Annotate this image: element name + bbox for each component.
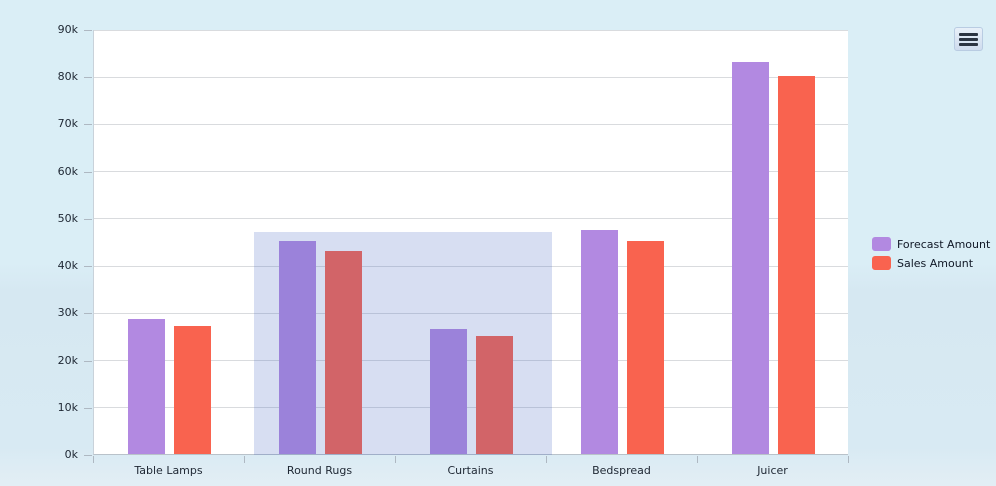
y-axis-tick [84,313,92,315]
y-axis-tick [84,30,92,31]
y-axis-tick [84,77,92,79]
bar-forecast-amount-table-lamps[interactable] [128,319,165,454]
y-axis-tick-label: 50k [57,211,78,225]
bar-sales-amount-curtains[interactable] [476,336,513,454]
y-axis-tick [84,266,92,268]
x-axis-category-label: Round Rugs [286,464,353,477]
gridline [94,218,848,220]
plot-area [93,29,848,455]
x-axis-category-label: Curtains [447,464,494,477]
y-axis-tick-label: 20k [57,353,78,367]
y-axis-tick [84,360,92,362]
x-axis-tick [546,456,547,463]
y-axis-tick-label: 40k [57,259,78,273]
bar-sales-amount-juicer[interactable] [778,76,815,454]
y-axis-tick [84,124,92,126]
selection-highlight-region [254,232,552,455]
bar-sales-amount-bedspread[interactable] [627,241,664,454]
y-axis-tick-label: 10k [57,400,78,414]
x-axis-tick [244,456,245,463]
gridline [94,171,848,173]
bar-forecast-amount-round-rugs[interactable] [279,241,316,454]
y-axis-tick [84,218,92,220]
x-axis-category-label: Table Lamps [134,464,203,477]
legend-item-sales-amount[interactable]: Sales Amount [872,256,990,270]
y-axis-tick-label: 60k [57,164,78,178]
x-axis-tick [848,456,849,463]
y-axis-tick-label: 0k [64,448,78,461]
bar-sales-amount-table-lamps[interactable] [174,326,211,454]
gridline [94,76,848,78]
gridline [94,123,848,125]
forecast-amount-swatch [872,237,891,251]
gridline [94,265,848,267]
gridline [94,29,848,31]
y-axis-tick-label: 70k [57,117,78,131]
y-axis-tick [84,171,92,173]
x-axis-tick [93,456,94,463]
x-axis-tick [395,456,396,463]
legend-label: Sales Amount [897,256,974,270]
gridline [94,407,848,409]
y-axis-tick [84,455,92,456]
gridline [94,312,848,314]
bar-sales-amount-round-rugs[interactable] [325,251,362,454]
legend: Forecast Amount Sales Amount [872,237,990,270]
sales-amount-swatch [872,256,891,270]
y-axis-tick-label: 80k [57,70,78,84]
x-axis-category-label: Juicer [757,464,788,477]
hamburger-menu-icon [959,32,978,46]
bar-forecast-amount-bedspread[interactable] [581,230,618,454]
x-axis-category-label: Bedspread [592,464,651,477]
bar-forecast-amount-curtains[interactable] [430,329,467,454]
y-axis-tick-label: 90k [57,23,78,36]
hamburger-menu-button[interactable] [954,27,983,51]
bar-forecast-amount-juicer[interactable] [732,62,769,454]
x-axis-tick [697,456,698,463]
gridline [94,360,848,362]
legend-item-forecast-amount[interactable]: Forecast Amount [872,237,990,251]
y-axis-tick [84,407,92,409]
legend-label: Forecast Amount [897,237,991,251]
y-axis-tick-label: 30k [57,306,78,320]
